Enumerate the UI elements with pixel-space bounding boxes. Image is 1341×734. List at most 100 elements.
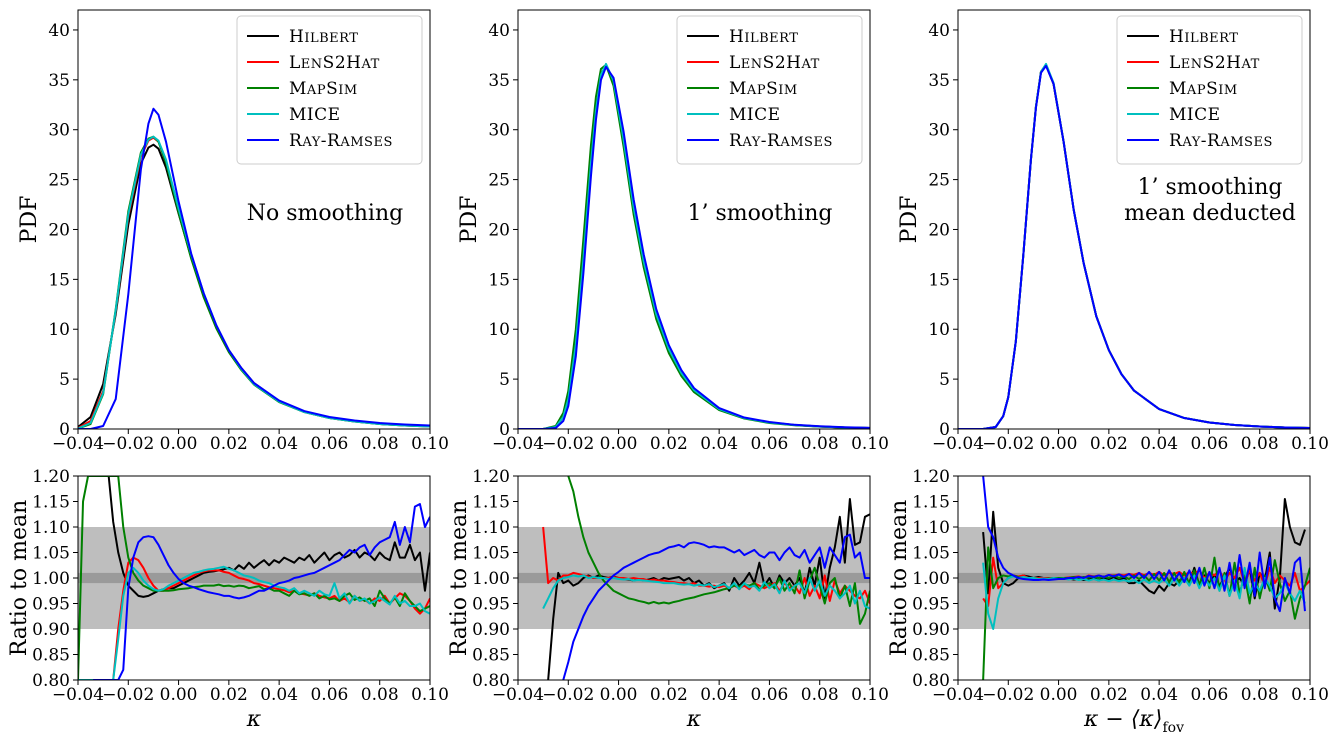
x-tick-label: 0.00 [1040, 685, 1078, 705]
ratio-panel-no-smoothing: −0.04−0.02 0.00 0.02 0.04 0.06 0.08 0.10 0.80 0.… [7, 467, 449, 732]
x-tick-label: 0.10 [851, 685, 889, 705]
x-tick-label: −0.02 [102, 434, 154, 454]
y-tick-label: 5 [499, 370, 510, 390]
x-tick-label: −0.04 [492, 434, 544, 454]
series-line-mice [78, 135, 430, 429]
series-line-ray-ramses [982, 476, 1306, 613]
legend-label-mapsim: MAPSIM [1169, 79, 1238, 99]
x-tick-label: 0.08 [801, 685, 839, 705]
legend-label-mice: MICE [729, 105, 781, 125]
x-tick-label: 0.10 [411, 434, 449, 454]
x-tick-label: −0.04 [52, 434, 104, 454]
y-tick-label: 5 [939, 370, 950, 390]
series-line-ray-ramses [93, 503, 430, 680]
pdf-panel-1arcmin-smoothing: −0.04−0.02 0.00 0.02 0.04 0.06 0.08 0.10 0 5 10 15… [457, 9, 889, 454]
x-axis-label: κ [246, 707, 262, 732]
y-tick-label: 10 [488, 320, 510, 340]
y-tick-label: 0 [939, 420, 950, 440]
series-lines [982, 476, 1310, 680]
x-tick-label: 0.00 [1040, 434, 1078, 454]
y-axis-label: Ratio to mean [447, 500, 472, 657]
y-tick-label: 0.90 [32, 620, 70, 640]
x-tick-label: 0.06 [750, 434, 788, 454]
y-tick-label: 0.85 [912, 646, 950, 666]
y-tick-label: 40 [48, 21, 70, 41]
x-tick-label: 0.10 [411, 685, 449, 705]
x-tick-label: 0.00 [160, 434, 198, 454]
x-tick-label: 0.08 [1241, 685, 1279, 705]
y-tick-label: 1.05 [472, 544, 510, 564]
legend-label-mice: MICE [1169, 105, 1221, 125]
y-tick-label: 25 [488, 171, 510, 191]
legend: HILBERT LENS2HAT MAPSIM MICE RAY-RAMSES [1116, 15, 1303, 165]
y-tick-label: 0.90 [472, 620, 510, 640]
x-tick-label: 0.08 [361, 434, 399, 454]
y-tick-label: 1.00 [32, 569, 70, 589]
y-tick-label: 5 [59, 370, 70, 390]
y-tick-label: 0.95 [32, 595, 70, 615]
y-tick-label: 1.15 [912, 493, 950, 513]
series-line-ray-ramses [958, 64, 1310, 429]
x-tick-label: −0.02 [982, 685, 1034, 705]
series-line-ray-ramses [78, 107, 430, 429]
legend-label-ray-ramses: RAY-RAMSES [289, 131, 393, 151]
y-axis-label: Ratio to mean [7, 500, 32, 657]
legend-label-lens2hat: LENS2HAT [1169, 53, 1260, 73]
panel-annotation: mean deducted [1124, 201, 1296, 226]
x-tick-label: −0.04 [932, 685, 984, 705]
x-tick-label: −0.02 [542, 434, 594, 454]
x-tick-label: 0.04 [700, 685, 738, 705]
plot-frame [77, 9, 431, 430]
x-tick-label: 0.10 [1291, 685, 1329, 705]
x-tick-label: 0.02 [650, 434, 688, 454]
series-lines [78, 107, 430, 429]
y-tick-label: 1.10 [912, 518, 950, 538]
y-tick-label: 1.20 [32, 467, 70, 487]
x-tick-label: 0.10 [851, 434, 889, 454]
x-tick-label: 0.02 [1090, 685, 1128, 705]
y-tick-label: 1.20 [912, 467, 950, 487]
y-tick-label: 25 [48, 171, 70, 191]
y-tick-label: 15 [48, 270, 70, 290]
y-tick-label: 0.80 [912, 671, 950, 691]
x-axis-label: κ − ⟨κ⟩fov [1083, 707, 1184, 734]
series-lines [518, 62, 870, 429]
series-line-mapsim [567, 476, 870, 625]
x-tick-label: −0.04 [932, 434, 984, 454]
legend-label-ray-ramses: RAY-RAMSES [1169, 131, 1273, 151]
series-line-mice [542, 574, 870, 610]
y-tick-label: 0.90 [912, 620, 950, 640]
x-tick-label: −0.02 [542, 685, 594, 705]
one-percent-band [518, 572, 870, 584]
series-line-ray-ramses [518, 65, 870, 429]
x-tick-label: 0.06 [1190, 434, 1228, 454]
legend-label-mice: MICE [289, 105, 341, 125]
series-lines [542, 476, 870, 680]
x-tick-label: 0.02 [210, 685, 248, 705]
x-tick-label: 0.00 [600, 434, 638, 454]
x-tick-label: 0.04 [1140, 685, 1178, 705]
x-tick-label: −0.02 [982, 434, 1034, 454]
panel-annotation: 1’ smoothing [688, 201, 833, 226]
y-tick-label: 0.80 [32, 671, 70, 691]
series-line-mice [78, 565, 430, 680]
x-tick-label: −0.04 [52, 685, 104, 705]
x-tick-label: 0.06 [1190, 685, 1228, 705]
y-tick-label: 35 [48, 71, 70, 91]
y-tick-label: 30 [48, 121, 70, 141]
y-tick-label: 1.10 [32, 518, 70, 538]
y-tick-label: 20 [928, 220, 950, 240]
y-tick-label: 10 [48, 320, 70, 340]
y-tick-label: 15 [488, 270, 510, 290]
panel-annotation: No smoothing [247, 201, 403, 226]
plot-frame [517, 9, 871, 430]
y-tick-label: 0.80 [472, 671, 510, 691]
y-tick-label: 0.95 [912, 595, 950, 615]
x-axis-label: κ [686, 707, 702, 732]
x-tick-label: 0.00 [160, 685, 198, 705]
ratio-panel-1arcmin-smoothing: −0.04−0.02 0.00 0.02 0.04 0.06 0.08 0.10 0.80 0.… [447, 467, 889, 732]
y-tick-label: 40 [928, 21, 950, 41]
legend-label-lens2hat: LENS2HAT [289, 53, 380, 73]
x-tick-label: 0.06 [750, 685, 788, 705]
y-tick-label: 0 [499, 420, 510, 440]
